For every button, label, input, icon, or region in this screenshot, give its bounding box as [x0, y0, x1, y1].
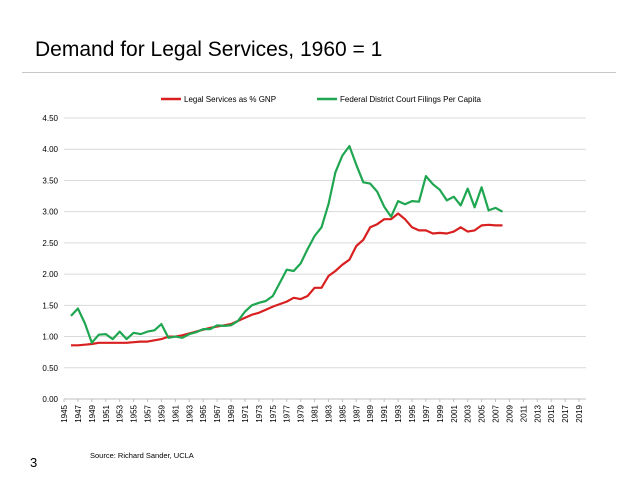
x-tick-label: 2017 [561, 404, 570, 422]
x-tick-label: 2007 [492, 404, 501, 422]
x-tick-label: 1975 [269, 404, 278, 422]
x-tick-label: 1945 [60, 404, 69, 422]
x-tick-label: 2013 [533, 404, 542, 422]
x-tick-label: 1967 [213, 404, 222, 422]
x-tick-label: 1957 [144, 404, 153, 422]
series-line-1 [71, 212, 503, 347]
page-number: 3 [30, 455, 38, 470]
x-tick-label: 2011 [519, 404, 528, 422]
legend-label-2: Federal District Court Filings Per Capit… [340, 95, 481, 104]
source-note: Source: Richard Sander, UCLA [90, 451, 194, 460]
x-tick-label: 1949 [88, 404, 97, 422]
chart-legend: Legal Services as % GNP Federal District … [161, 95, 481, 104]
x-tick-label: 2009 [505, 404, 514, 422]
x-tick-label: 1959 [157, 404, 166, 422]
chart-series [70, 145, 504, 347]
legend-label-1: Legal Services as % GNP [184, 95, 276, 104]
chart-gridlines [64, 117, 586, 400]
x-tick-label: 1995 [408, 404, 417, 422]
x-tick-label: 1997 [422, 404, 431, 422]
x-tick-label: 2019 [575, 404, 584, 422]
x-tick-label: 1991 [380, 404, 389, 422]
x-tick-label: 1999 [436, 404, 445, 422]
y-tick-label: 1.50 [42, 301, 58, 310]
x-tick-label: 1981 [311, 404, 320, 422]
x-tick-label: 1979 [297, 404, 306, 422]
y-tick-label: 2.50 [42, 239, 58, 248]
x-tick-label: 1989 [366, 404, 375, 422]
series-line-2 [70, 145, 504, 344]
y-tick-label: 2.00 [42, 270, 58, 279]
x-tick-label: 1971 [241, 404, 250, 422]
x-tick-label: 1953 [116, 404, 125, 422]
y-tick-label: 3.00 [42, 208, 58, 217]
title-divider [22, 72, 616, 73]
x-tick-label: 1961 [171, 404, 180, 422]
x-tick-label: 2005 [478, 404, 487, 422]
x-tick-label: 1983 [324, 404, 333, 422]
x-tick-label: 1955 [130, 404, 139, 422]
y-tick-label: 4.00 [42, 145, 58, 154]
y-tick-label: 0.50 [42, 364, 58, 373]
x-tick-label: 1965 [199, 404, 208, 422]
x-tick-label: 2003 [464, 404, 473, 422]
y-tick-label: 3.50 [42, 176, 58, 185]
x-tick-label: 1987 [352, 404, 361, 422]
x-tick-label: 1985 [338, 404, 347, 422]
x-tick-label: 1969 [227, 404, 236, 422]
x-axis-tick-labels: 1945 1947 1949 1951 1953 1955 1957 1959 1961 1963… [60, 399, 584, 423]
y-tick-label: 1.00 [42, 333, 58, 342]
x-tick-label: 1977 [283, 404, 292, 422]
x-tick-label: 2015 [547, 404, 556, 422]
x-tick-label: 1947 [74, 404, 83, 422]
x-tick-label: 2001 [450, 404, 459, 422]
slide-title: Demand for Legal Services, 1960 = 1 [35, 38, 383, 61]
x-tick-label: 1973 [255, 404, 264, 422]
x-tick-label: 1951 [102, 404, 111, 422]
y-tick-label: 4.50 [42, 114, 58, 123]
x-tick-label: 1993 [394, 404, 403, 422]
y-tick-label: 0.00 [42, 395, 58, 404]
y-axis-tick-labels: 0.00 0.50 1.00 1.50 2.00 2.50 3.00 3.50 4.00 4.50 [42, 114, 58, 404]
x-tick-label: 1963 [185, 404, 194, 422]
